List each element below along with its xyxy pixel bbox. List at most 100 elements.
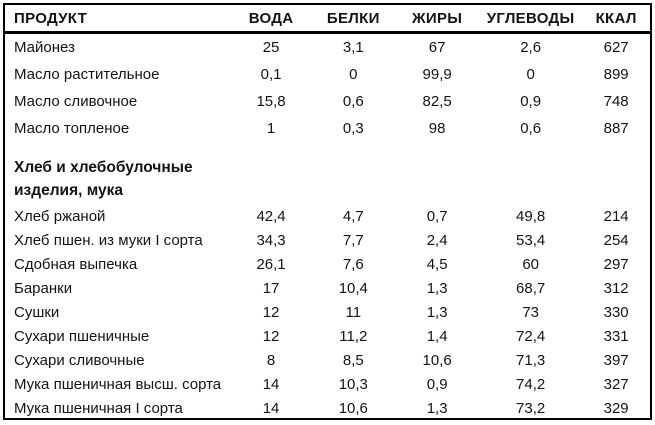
table-header: ПРОДУКТ ВОДА БЕЛКИ ЖИРЫ УГЛЕВОДЫ ККАЛ [5, 5, 650, 34]
product-name-cell: Сушки [14, 303, 60, 321]
product-name-cell: Масло сливочное [14, 93, 138, 110]
section-title: Хлеб и хлебобулочные изделия, мука [5, 152, 650, 204]
value-cell-proteins: 4,7 [342, 207, 364, 225]
value-cell-kcal: 330 [603, 303, 629, 321]
product-name-cell: Баранки [14, 279, 73, 297]
column-header-product: ПРОДУКТ [5, 5, 231, 34]
value-cell-carbs: 2,6 [520, 39, 542, 56]
value-cell-water: 34,3 [256, 231, 286, 249]
value-cell-fats: 82,5 [422, 93, 452, 110]
value-cell-fats: 99,9 [422, 66, 452, 83]
column-header-water: ВОДА [230, 5, 312, 34]
value-cell-proteins: 10,6 [338, 399, 368, 417]
value-cell-proteins: 11 [345, 303, 362, 321]
value-cell-fats: 1,3 [426, 279, 448, 297]
table-row: Хлеб пшен. из муки I сорта 34,3 7,7 2,4 53,4… [5, 228, 650, 252]
value-cell-fats: 98 [428, 120, 446, 137]
table-row: Масло сливочное 15,8 0,6 82,5 0,9 748 [5, 88, 650, 115]
value-cell-proteins: 10,4 [338, 279, 368, 297]
value-cell-kcal: 254 [603, 231, 629, 249]
value-cell-kcal: 397 [603, 351, 629, 369]
section-title-row: Хлеб и хлебобулочные изделия, мука [5, 152, 650, 204]
column-header-kcal: ККАЛ [582, 5, 650, 34]
value-cell-kcal: 748 [603, 93, 629, 110]
table-row: Сдобная выпечка 26,1 7,6 4,5 60 297 [5, 252, 650, 276]
value-cell-water: 25 [262, 39, 280, 56]
spacer-cell [5, 142, 650, 152]
value-cell-kcal: 327 [603, 375, 629, 393]
section-title-line: изделия, мука [14, 182, 123, 199]
table-row: Майонез 25 3,1 67 2,6 627 [5, 33, 650, 62]
value-cell-water: 15,8 [256, 93, 286, 110]
value-cell-fats: 4,5 [426, 255, 448, 273]
table-row: Масло растительное 0,1 0 99,9 0 899 [5, 61, 650, 88]
value-cell-kcal: 899 [603, 66, 629, 83]
value-cell-carbs: 0,6 [520, 120, 542, 137]
product-name-cell: Майонез [14, 39, 75, 56]
table-row: Сухари сливочные 8 8,5 10,6 71,3 397 [5, 348, 650, 372]
value-cell-fats: 1,3 [426, 303, 448, 321]
value-cell-water: 14 [262, 399, 280, 417]
value-cell-fats: 0,7 [426, 207, 448, 225]
value-cell-proteins: 7,7 [342, 231, 364, 249]
table-row: Мука пшеничная высш. сорта 14 10,3 0,9 74,2 3… [5, 372, 650, 396]
value-cell-carbs: 72,4 [516, 327, 546, 345]
value-cell-carbs: 74,2 [516, 375, 546, 393]
value-cell-water: 42,4 [256, 207, 286, 225]
table-body: Майонез 25 3,1 67 2,6 627 Масло растительное 0,… [5, 33, 650, 419]
column-header-proteins: БЕЛКИ [311, 5, 396, 34]
header-row: ПРОДУКТ ВОДА БЕЛКИ ЖИРЫ УГЛЕВОДЫ ККАЛ [5, 5, 650, 34]
value-cell-water: 1 [266, 120, 276, 137]
value-cell-proteins: 10,3 [338, 375, 368, 393]
value-cell-kcal: 312 [603, 279, 629, 297]
column-header-fats: ЖИРЫ [395, 5, 480, 34]
table-frame: ПРОДУКТ ВОДА БЕЛКИ ЖИРЫ УГЛЕВОДЫ ККАЛ Майонез… [3, 3, 652, 420]
value-cell-fats: 10,6 [422, 351, 452, 369]
value-cell-carbs: 73,2 [516, 399, 546, 417]
product-name-cell: Хлеб пшен. из муки I сорта [14, 231, 203, 249]
value-cell-carbs: 60 [522, 255, 539, 273]
value-cell-fats: 1,3 [426, 399, 448, 417]
value-cell-kcal: 297 [603, 255, 629, 273]
value-cell-proteins: 8,5 [342, 351, 364, 369]
product-name-cell: Масло топленое [14, 120, 130, 137]
product-name-cell: Сухари пшеничные [14, 327, 150, 345]
product-name-cell: Хлеб ржаной [14, 207, 106, 225]
value-cell-proteins: 7,6 [342, 255, 364, 273]
column-header-carbs: УГЛЕВОДЫ [479, 5, 583, 34]
value-cell-carbs: 71,3 [516, 351, 546, 369]
value-cell-kcal: 331 [603, 327, 629, 345]
value-cell-water: 0,1 [260, 66, 282, 83]
spacer-row [5, 142, 650, 152]
value-cell-proteins: 0,3 [342, 120, 364, 137]
value-cell-proteins: 0,6 [342, 93, 364, 110]
value-cell-carbs: 0,9 [520, 93, 542, 110]
product-name-cell: Сдобная выпечка [14, 255, 138, 273]
value-cell-fats: 67 [428, 39, 446, 56]
value-cell-fats: 0,9 [426, 375, 448, 393]
value-cell-proteins: 0 [349, 66, 358, 83]
value-cell-proteins: 3,1 [342, 39, 364, 56]
value-cell-kcal: 627 [603, 39, 629, 56]
value-cell-carbs: 0 [526, 66, 535, 83]
product-name-cell: Мука пшеничная I сорта [14, 399, 183, 417]
product-name-cell: Масло растительное [14, 66, 160, 83]
value-cell-water: 17 [262, 279, 280, 297]
value-cell-fats: 2,4 [426, 231, 448, 249]
table-row: Масло топленое 1 0,3 98 0,6 887 [5, 115, 650, 142]
value-cell-water: 14 [262, 375, 280, 393]
value-cell-water: 12 [262, 303, 280, 321]
table-row: Сушки 12 11 1,3 73 330 [5, 300, 650, 324]
product-name-cell: Мука пшеничная высш. сорта [14, 375, 222, 393]
value-cell-carbs: 73 [522, 303, 539, 321]
value-cell-carbs: 68,7 [516, 279, 546, 297]
table-row: Баранки 17 10,4 1,3 68,7 312 [5, 276, 650, 300]
table-row: Хлеб ржаной 42,4 4,7 0,7 49,8 214 [5, 204, 650, 228]
table-row: Мука пшеничная I сорта 14 10,6 1,3 73,2 329 [5, 396, 650, 418]
table-row: Сухари пшеничные 12 11,2 1,4 72,4 331 [5, 324, 650, 348]
nutrition-table: ПРОДУКТ ВОДА БЕЛКИ ЖИРЫ УГЛЕВОДЫ ККАЛ Майонез… [5, 5, 650, 419]
value-cell-water: 26,1 [256, 255, 286, 273]
value-cell-kcal: 887 [603, 120, 629, 137]
value-cell-carbs: 53,4 [516, 231, 546, 249]
